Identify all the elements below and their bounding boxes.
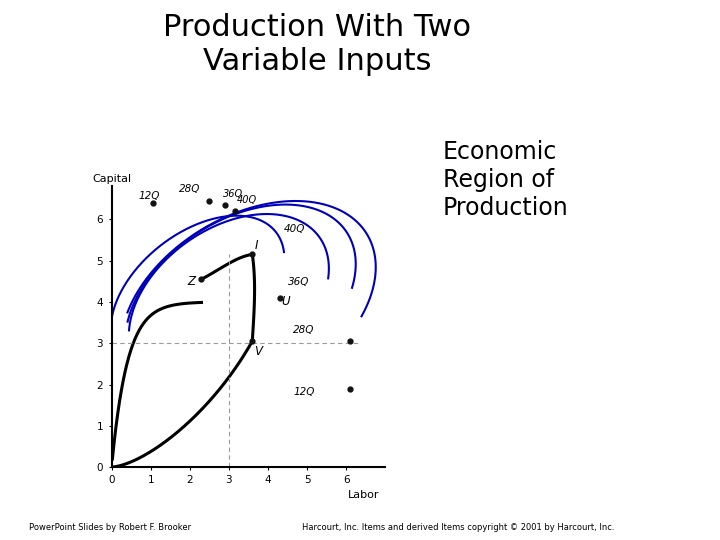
Text: Labor: Labor bbox=[348, 490, 379, 500]
Text: 40Q: 40Q bbox=[237, 195, 257, 205]
Text: Capital: Capital bbox=[92, 174, 131, 184]
Text: Economic
Region of
Production: Economic Region of Production bbox=[443, 140, 569, 220]
Text: Harcourt, Inc. Items and derived Items copyright © 2001 by Harcourt, Inc.: Harcourt, Inc. Items and derived Items c… bbox=[302, 523, 615, 532]
Text: 28Q: 28Q bbox=[293, 325, 315, 335]
Text: 12Q: 12Q bbox=[293, 387, 315, 397]
Text: Production With Two
Variable Inputs: Production With Two Variable Inputs bbox=[163, 14, 471, 76]
Text: PowerPoint Slides by Robert F. Brooker: PowerPoint Slides by Robert F. Brooker bbox=[29, 523, 191, 532]
Text: I: I bbox=[254, 239, 258, 252]
Text: 12Q: 12Q bbox=[139, 191, 161, 201]
Text: Z: Z bbox=[188, 275, 196, 288]
Text: 36Q: 36Q bbox=[287, 278, 309, 287]
Text: U: U bbox=[282, 295, 290, 308]
Text: V: V bbox=[254, 345, 262, 358]
Text: 40Q: 40Q bbox=[284, 224, 305, 234]
Text: 36Q: 36Q bbox=[223, 188, 243, 199]
Text: 28Q: 28Q bbox=[179, 185, 200, 194]
